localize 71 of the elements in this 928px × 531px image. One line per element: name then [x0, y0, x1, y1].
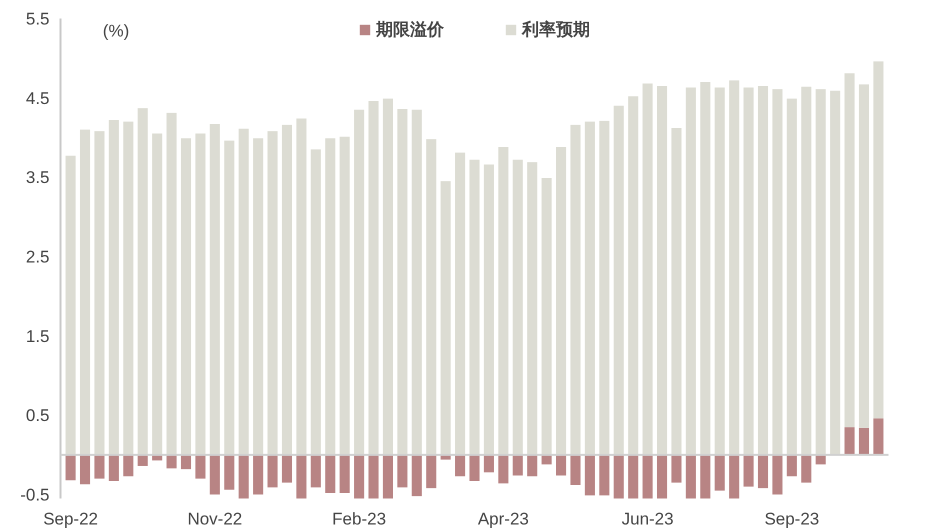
- bar: [844, 427, 855, 455]
- bar: [786, 454, 797, 476]
- x-tick-label: Jun-23: [622, 510, 674, 528]
- x-tick-label: Sep-23: [764, 510, 820, 528]
- bar: [368, 454, 379, 498]
- bar: [325, 454, 336, 493]
- bar: [772, 454, 782, 495]
- bar: [455, 454, 466, 476]
- bar: [195, 454, 206, 479]
- bar: [123, 454, 134, 476]
- bar: [469, 454, 480, 482]
- y-tick-label: 0.5: [26, 406, 50, 426]
- bar: [310, 454, 321, 488]
- x-tick-label: Apr-23: [478, 510, 529, 528]
- x-tick-label: Feb-23: [332, 510, 386, 528]
- bar: [80, 454, 90, 484]
- bar: [858, 84, 870, 428]
- x-tick-label: Sep-22: [43, 510, 98, 528]
- bar: [94, 454, 104, 479]
- bar: [873, 418, 884, 455]
- bar: [138, 454, 148, 466]
- bar: [844, 73, 855, 428]
- y-tick-label: -0.5: [20, 486, 50, 505]
- bar: [268, 454, 278, 488]
- bar: [238, 454, 249, 498]
- bar: [340, 454, 350, 493]
- legend-label: 期限溢价: [376, 19, 444, 41]
- bar: [584, 454, 595, 496]
- bar: [556, 454, 566, 476]
- bar: [527, 454, 538, 476]
- bar: [180, 454, 192, 470]
- bar: [744, 454, 754, 487]
- bar: [671, 454, 682, 483]
- y-tick-label: 4.5: [26, 88, 50, 108]
- bar: [498, 454, 508, 484]
- bar: [426, 454, 436, 488]
- bar: [253, 454, 264, 495]
- bar: [382, 454, 393, 498]
- bar: [873, 61, 884, 418]
- bar: [686, 454, 696, 498]
- bar: [108, 454, 119, 482]
- bar: [412, 454, 422, 496]
- bar: [642, 454, 653, 498]
- bar: [614, 454, 624, 498]
- bar: [512, 454, 523, 476]
- bar: [224, 454, 234, 490]
- bar: [354, 454, 364, 498]
- bar: [801, 454, 812, 483]
- bar: [858, 428, 870, 455]
- bar: [729, 454, 740, 498]
- x-tick-label: Nov-22: [187, 510, 242, 528]
- bar: [210, 454, 220, 495]
- bar: [700, 454, 710, 498]
- bar: [599, 454, 610, 496]
- bar: [282, 454, 292, 483]
- y-axis-title: (%): [102, 22, 130, 40]
- bar: [296, 454, 306, 498]
- y-tick-label: 3.5: [26, 168, 50, 188]
- bar: [397, 454, 408, 488]
- bar: [628, 454, 638, 498]
- legend-label: 利率预期: [522, 19, 590, 41]
- y-tick-label: 2.5: [26, 248, 50, 267]
- bar: [714, 454, 725, 491]
- y-tick-label: 5.5: [26, 10, 50, 28]
- y-tick-label: 1.5: [26, 326, 50, 346]
- bar: [484, 454, 494, 472]
- bar: [758, 454, 768, 488]
- bar: [656, 454, 668, 498]
- bar: [166, 454, 177, 468]
- bar: [570, 454, 581, 486]
- bar: [66, 454, 76, 480]
